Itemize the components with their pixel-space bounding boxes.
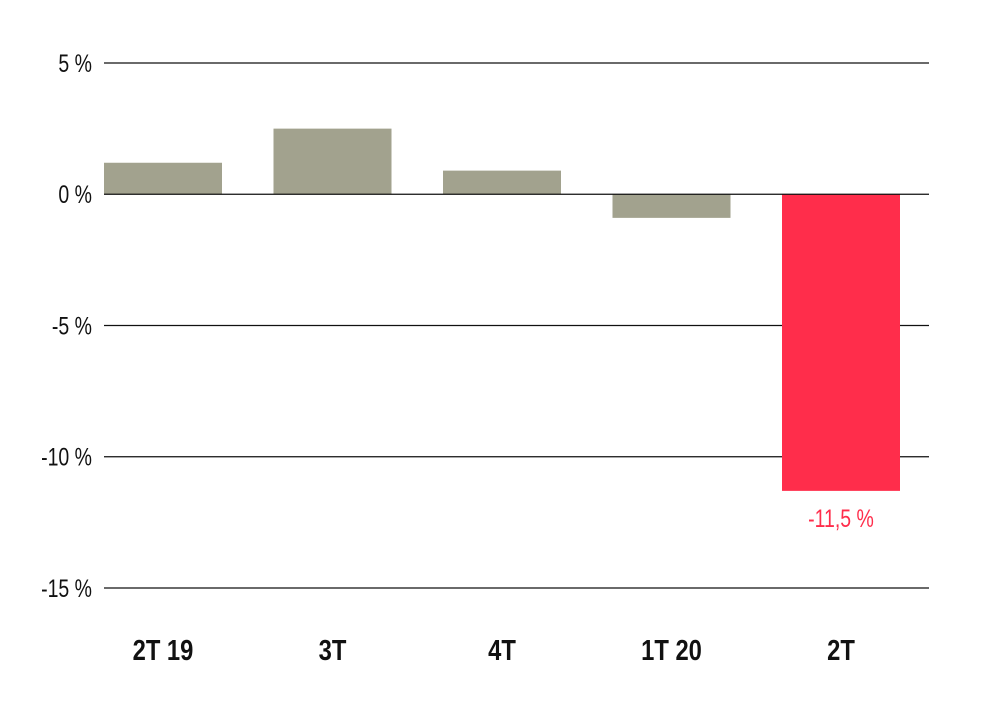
y-tick-label: -10 % <box>41 443 92 471</box>
bar-1t-20 <box>612 194 731 218</box>
data-label: -11,5 % <box>808 505 874 533</box>
bars <box>104 128 900 491</box>
x-category-label: 4T <box>488 634 516 667</box>
y-tick-label: -15 % <box>41 575 92 603</box>
bar-2t-19 <box>104 162 222 195</box>
x-category-label: 2T 19 <box>133 634 194 667</box>
bar-2t <box>782 194 900 491</box>
y-tick-label: 0 % <box>58 181 92 209</box>
data-labels: -11,5 % <box>808 505 874 533</box>
x-category-label: 1T 20 <box>641 634 702 667</box>
bar-3t <box>273 128 392 195</box>
y-tick-label: -5 % <box>52 312 92 340</box>
x-category-label: 2T <box>827 634 855 667</box>
x-axis-category-labels: 2T 19 3T 4T 1T 20 2T <box>133 634 855 667</box>
bar-4t <box>443 170 561 195</box>
y-tick-label: 5 % <box>58 50 92 78</box>
y-axis-tick-labels: 5 % 0 % -5 % -10 % -15 % <box>41 50 92 603</box>
x-category-label: 3T <box>319 634 347 667</box>
